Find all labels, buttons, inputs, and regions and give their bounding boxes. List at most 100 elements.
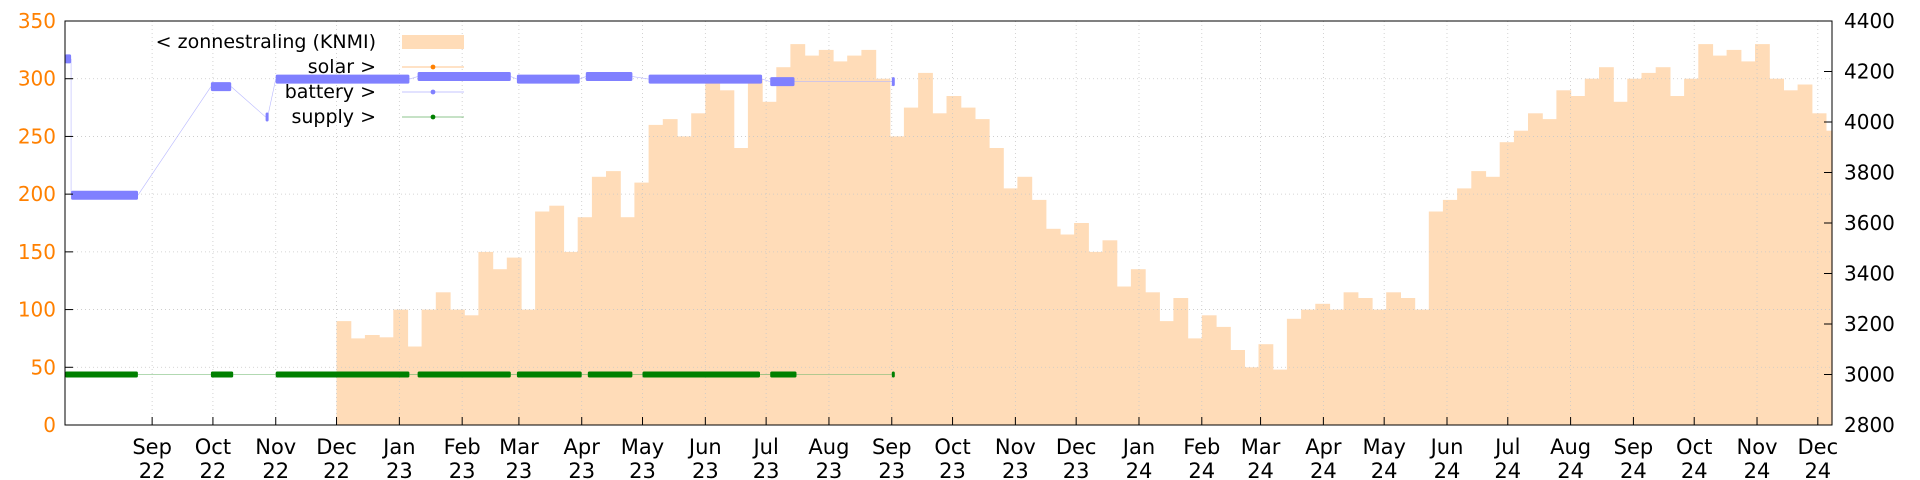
legend-marker bbox=[430, 114, 436, 120]
radiation-bar bbox=[1769, 78, 1784, 425]
battery-points bbox=[71, 190, 138, 200]
x-tick-year-label: 24 bbox=[1557, 459, 1584, 480]
supply-points bbox=[417, 371, 511, 378]
right-tick-label: 2800 bbox=[1844, 413, 1895, 437]
x-tick-year-label: 23 bbox=[449, 459, 476, 480]
legend-label: < zonnestraling (KNMI) bbox=[156, 31, 376, 53]
radiation-bar bbox=[1740, 61, 1756, 426]
x-tick-month-label: Jun bbox=[687, 435, 722, 459]
x-tick-month-label: Jul bbox=[1493, 435, 1520, 459]
radiation-bar bbox=[1045, 228, 1061, 425]
radiation-bar bbox=[1159, 321, 1174, 425]
radiation-bar bbox=[492, 269, 508, 425]
radiation-bar bbox=[1145, 292, 1160, 425]
supply-points bbox=[275, 371, 410, 378]
radiation-bar bbox=[435, 292, 451, 425]
radiation-bar bbox=[648, 124, 664, 426]
radiation-bar bbox=[1641, 72, 1657, 426]
battery-points bbox=[265, 112, 269, 122]
radiation-bar bbox=[1499, 142, 1515, 425]
radiation-bar bbox=[1272, 369, 1288, 425]
battery-points bbox=[585, 72, 633, 81]
left-tick-label: 100 bbox=[18, 298, 56, 322]
radiation-bar bbox=[1329, 309, 1345, 425]
radiation-bar bbox=[1230, 350, 1245, 425]
supply-points bbox=[891, 371, 895, 378]
x-tick-year-label: 23 bbox=[753, 459, 780, 480]
radiation-bar bbox=[478, 251, 494, 425]
legend-swatch bbox=[402, 35, 464, 49]
radiation-bar bbox=[506, 257, 522, 425]
x-tick-year-label: 22 bbox=[200, 459, 227, 480]
radiation-bar bbox=[1116, 286, 1132, 425]
radiation-bar bbox=[1315, 303, 1331, 425]
radiation-bar bbox=[364, 335, 380, 425]
radiation-bar bbox=[1669, 96, 1685, 425]
x-tick-month-label: Jan bbox=[1121, 435, 1155, 459]
radiation-bar bbox=[691, 113, 706, 426]
radiation-bar bbox=[1286, 318, 1302, 425]
battery-connector bbox=[137, 86, 212, 196]
battery-connector bbox=[761, 78, 771, 82]
radiation-bar bbox=[662, 119, 678, 425]
battery-connector bbox=[632, 76, 649, 80]
radiation-bar bbox=[1301, 309, 1316, 425]
radiation-bar bbox=[946, 96, 962, 425]
battery-points bbox=[210, 82, 232, 92]
x-tick-month-label: Apr bbox=[564, 435, 601, 459]
radiation-bar bbox=[1074, 223, 1089, 425]
right-tick-label: 3200 bbox=[1844, 312, 1895, 336]
x-tick-year-label: 23 bbox=[816, 459, 843, 480]
radiation-bar bbox=[804, 55, 820, 425]
x-tick-year-label: 24 bbox=[1310, 459, 1337, 480]
radiation-bar bbox=[932, 113, 948, 426]
x-tick-month-label: Dec bbox=[1797, 435, 1838, 459]
radiation-bar bbox=[776, 67, 792, 425]
radiation-bar bbox=[747, 78, 763, 425]
right-tick-label: 3800 bbox=[1844, 161, 1895, 185]
radiation-bar bbox=[379, 337, 394, 425]
radiation-bar bbox=[1442, 199, 1458, 425]
radiation-bar bbox=[1712, 55, 1728, 425]
x-tick-month-label: Sep bbox=[132, 435, 172, 459]
radiation-bar bbox=[1613, 101, 1628, 426]
radiation-bar bbox=[1542, 119, 1557, 425]
radiation-bar bbox=[393, 309, 409, 425]
x-tick-month-label: Oct bbox=[934, 435, 970, 459]
left-tick-label: 0 bbox=[43, 413, 56, 437]
x-tick-month-label: Sep bbox=[1614, 435, 1654, 459]
x-tick-year-label: 23 bbox=[568, 459, 595, 480]
x-tick-month-label: Jun bbox=[1429, 435, 1464, 459]
x-tick-month-label: Nov bbox=[995, 435, 1036, 459]
x-tick-year-label: 24 bbox=[1247, 459, 1274, 480]
radiation-bar bbox=[1428, 211, 1444, 425]
supply-layer bbox=[65, 371, 895, 378]
x-tick-month-label: Mar bbox=[1241, 435, 1281, 459]
radiation-bar bbox=[1258, 344, 1274, 425]
radiation-bar bbox=[989, 148, 1004, 425]
radiation-bar bbox=[563, 251, 579, 425]
x-tick-month-label: Jan bbox=[381, 435, 415, 459]
left-axis-ticks: 0 50 100 150 200 250 300 350 bbox=[18, 9, 73, 437]
radiation-bar bbox=[719, 90, 735, 426]
x-tick-month-label: Nov bbox=[1737, 435, 1778, 459]
radiation-bar bbox=[1655, 67, 1671, 425]
radiation-bar bbox=[1726, 49, 1742, 426]
radiation-bar bbox=[1357, 298, 1373, 425]
radiation-bar bbox=[1457, 188, 1472, 425]
radiation-bar bbox=[1471, 171, 1487, 425]
radiation-bar bbox=[350, 338, 366, 425]
radiation-bar bbox=[407, 346, 423, 425]
radiation-bar bbox=[1783, 90, 1799, 426]
left-tick-label: 200 bbox=[18, 182, 56, 206]
supply-points bbox=[770, 371, 797, 378]
battery-connector bbox=[230, 86, 266, 118]
radiation-bar bbox=[1187, 338, 1203, 425]
x-tick-month-label: Feb bbox=[1183, 435, 1220, 459]
radiation-bar bbox=[790, 44, 806, 425]
right-tick-label: 4000 bbox=[1844, 110, 1895, 134]
left-tick-label: 300 bbox=[18, 67, 56, 91]
radiation-bar bbox=[974, 119, 990, 425]
